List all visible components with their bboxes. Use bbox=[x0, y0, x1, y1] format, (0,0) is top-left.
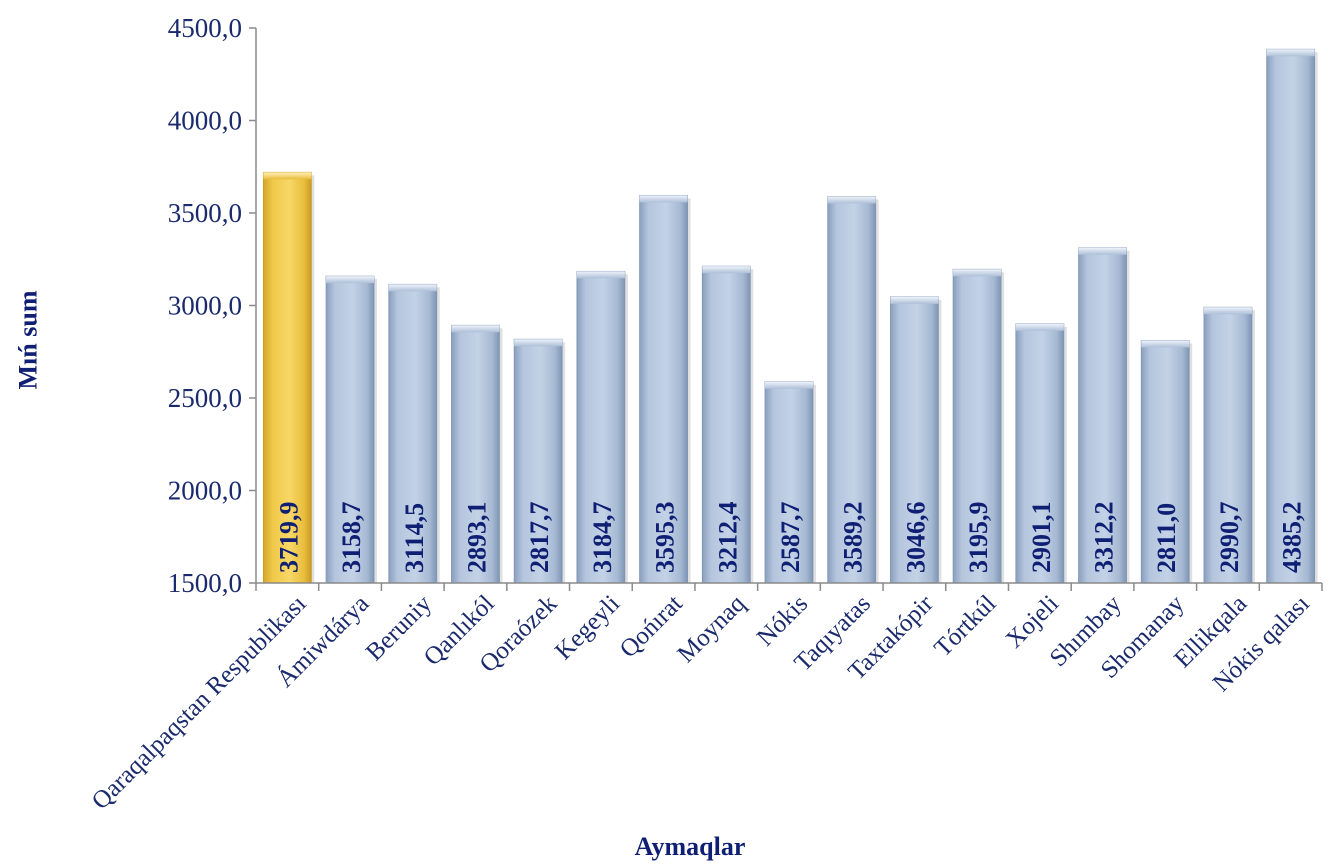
bar bbox=[388, 283, 438, 584]
bar bbox=[952, 268, 1002, 584]
bar-value-label: 2811,0 bbox=[1152, 503, 1181, 573]
bar-cap bbox=[765, 381, 813, 389]
bar-value-label: 3312,2 bbox=[1090, 502, 1119, 574]
y-tick-label: 2000,0 bbox=[168, 476, 242, 506]
bar-value-label: 3589,2 bbox=[839, 502, 868, 574]
bar-6: 3595,3 bbox=[639, 194, 691, 584]
bar-cap bbox=[827, 196, 876, 204]
bar-value-label: 2901,1 bbox=[1027, 502, 1056, 574]
y-tick-label: 3500,0 bbox=[168, 198, 242, 228]
bar bbox=[262, 171, 312, 584]
bar-cap bbox=[263, 172, 312, 180]
bar-8: 2587,7 bbox=[764, 381, 816, 584]
bar bbox=[890, 296, 939, 584]
y-tick-label: 3000,0 bbox=[168, 291, 242, 321]
bar-0: 3719,9 bbox=[262, 171, 315, 584]
bars-group: 3719,9 3158,7 3114,5 2893,1 2817,7 3184,7 3595… bbox=[262, 48, 1318, 584]
bar-cap bbox=[576, 271, 625, 279]
bar-value-label: 3719,9 bbox=[274, 502, 303, 574]
bar-14: 2811,0 bbox=[1140, 340, 1193, 584]
bar bbox=[1203, 306, 1253, 584]
x-axis: Qaraqalpaqstan RespublikasıÁmiwdáryaBeru… bbox=[87, 582, 1323, 815]
x-tick-label: Tórtkúl bbox=[929, 590, 1001, 662]
bar-value-label: 3158,7 bbox=[337, 502, 366, 574]
x-tick-label: Qaraqalpaqstan Respublikası bbox=[87, 590, 312, 815]
bar-3: 2893,1 bbox=[451, 324, 503, 584]
bar bbox=[701, 265, 751, 584]
bar-2: 3114,5 bbox=[388, 283, 440, 584]
bar-16: 4385,2 bbox=[1266, 48, 1318, 584]
bar-value-label: 3195,9 bbox=[964, 502, 993, 574]
y-tick-label: 4500,0 bbox=[168, 13, 242, 43]
bar-1: 3158,7 bbox=[325, 275, 378, 584]
bar-cap bbox=[1141, 340, 1190, 348]
bar-value-label: 3595,3 bbox=[651, 502, 680, 574]
bar-value-label: 3212,4 bbox=[713, 502, 742, 574]
bar-cap bbox=[388, 284, 437, 292]
bar-15: 2990,7 bbox=[1203, 306, 1255, 584]
bar bbox=[513, 338, 563, 584]
bar-value-label: 2893,1 bbox=[462, 502, 491, 574]
y-axis-title-text: Mıń sum bbox=[13, 290, 42, 390]
bar-value-label: 3184,7 bbox=[588, 502, 617, 574]
x-axis-title: Aymaqlar bbox=[634, 832, 746, 861]
bar bbox=[325, 275, 375, 584]
bar-value-label: 4385,2 bbox=[1278, 502, 1307, 574]
bar-cap bbox=[1203, 307, 1252, 315]
bar-cap bbox=[702, 266, 751, 274]
y-axis: 1500,0 2000,0 2500,0 3000,0 3500,0 4000,0 4500… bbox=[168, 13, 257, 598]
bar-value-label: 3046,6 bbox=[901, 502, 930, 574]
x-tick-label: Kegeyli bbox=[550, 590, 625, 665]
bar-value-label: 2990,7 bbox=[1215, 502, 1244, 574]
bar bbox=[1078, 247, 1127, 584]
bar-13: 3312,2 bbox=[1078, 247, 1130, 584]
bar bbox=[576, 270, 626, 584]
bar-cap bbox=[451, 325, 500, 333]
bar-cap bbox=[514, 339, 563, 347]
bar-cap bbox=[1078, 247, 1127, 255]
bar-value-label: 2817,7 bbox=[525, 502, 554, 574]
y-axis-title: Mıń sum bbox=[8, 290, 48, 390]
y-tick-label: 4000,0 bbox=[168, 106, 242, 136]
bar-cap bbox=[953, 269, 1002, 277]
y-tick-label: 2500,0 bbox=[168, 383, 242, 413]
bar-value-label: 3114,5 bbox=[400, 503, 429, 573]
bar-11: 3195,9 bbox=[952, 268, 1005, 584]
y-tick-label: 1500,0 bbox=[168, 568, 242, 598]
bar-10: 3046,6 bbox=[890, 296, 942, 584]
x-tick-label: Moynaq bbox=[673, 590, 751, 668]
bar-4: 2817,7 bbox=[513, 338, 566, 584]
bar bbox=[639, 194, 688, 584]
bar-cap bbox=[326, 276, 375, 284]
bar-cap bbox=[890, 296, 939, 304]
bar-cap bbox=[1015, 323, 1064, 331]
bar-9: 3589,2 bbox=[827, 196, 879, 584]
bar bbox=[827, 196, 877, 584]
bar bbox=[764, 381, 814, 584]
bar-cap bbox=[1266, 49, 1315, 57]
bar-cap bbox=[639, 195, 688, 203]
bar-7: 3212,4 bbox=[701, 265, 754, 584]
bar bbox=[1140, 340, 1190, 584]
bar bbox=[451, 324, 500, 584]
bar-12: 2901,1 bbox=[1015, 323, 1067, 584]
bar-5: 3184,7 bbox=[576, 270, 628, 584]
bar-value-label: 2587,7 bbox=[776, 502, 805, 574]
